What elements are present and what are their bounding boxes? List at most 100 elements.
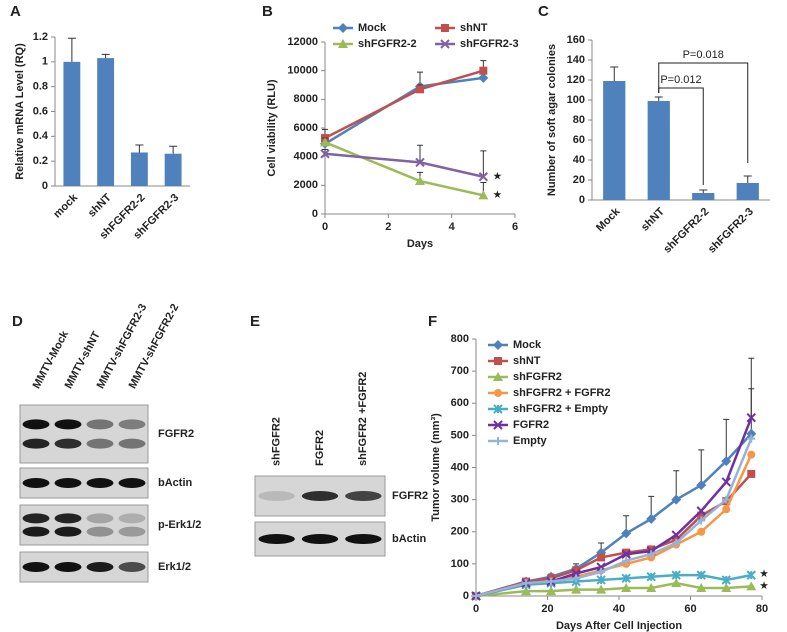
x-tick-label: shNT xyxy=(639,205,667,233)
series-line xyxy=(324,76,484,145)
marker xyxy=(320,149,330,159)
marker xyxy=(493,404,503,414)
band xyxy=(86,562,114,572)
band xyxy=(118,526,146,537)
y-tick-label: 80 xyxy=(573,114,585,126)
marker xyxy=(647,545,656,554)
marker xyxy=(696,570,706,580)
y-tick-label: 500 xyxy=(451,429,469,441)
y-tick-label: 300 xyxy=(451,494,469,506)
y-tick-label: 0.6 xyxy=(33,105,48,117)
y-tick-label: 1 xyxy=(42,56,48,68)
error-bar xyxy=(135,144,144,153)
marker xyxy=(478,190,489,200)
marker xyxy=(320,137,330,147)
x-tick-label: Mock xyxy=(594,205,623,234)
bar xyxy=(63,61,81,187)
marker xyxy=(622,548,631,557)
marker xyxy=(646,513,657,524)
band xyxy=(86,526,114,537)
marker xyxy=(696,480,707,491)
marker xyxy=(746,581,757,591)
legend-label: shNT xyxy=(460,22,488,34)
y-tick-label: 12000 xyxy=(287,36,318,48)
row-label: p-Erk1/2 xyxy=(158,519,201,531)
marker xyxy=(671,530,681,540)
marker xyxy=(494,389,502,397)
panel-letter: D xyxy=(12,313,23,330)
marker xyxy=(621,573,631,584)
y-tick-label: 800 xyxy=(451,333,469,345)
error-bar xyxy=(654,96,663,101)
marker xyxy=(522,579,531,588)
annotation: ★ xyxy=(493,190,502,200)
marker xyxy=(621,582,632,592)
band xyxy=(86,513,114,524)
series-line xyxy=(475,432,753,598)
error-bar xyxy=(743,175,752,183)
marker xyxy=(721,456,732,467)
bar xyxy=(647,101,670,200)
marker xyxy=(696,582,707,592)
marker xyxy=(697,516,706,525)
marker xyxy=(493,340,503,350)
x-tick-label: shFGFR2-3 xyxy=(706,206,756,256)
legend-label: shFGFR2 xyxy=(513,371,562,383)
marker xyxy=(479,66,488,75)
band xyxy=(54,438,82,449)
y-tick-label: 0 xyxy=(42,180,48,192)
x-tick-label: 4 xyxy=(449,221,456,233)
band xyxy=(22,419,50,430)
y-tick-label: 0 xyxy=(463,590,469,602)
y-tick-label: 2000 xyxy=(294,179,318,191)
marker xyxy=(622,556,631,565)
x-tick-label: 0 xyxy=(473,603,479,615)
blot xyxy=(19,404,149,464)
x-axis-label: Days xyxy=(407,238,433,250)
marker xyxy=(415,157,425,168)
lane-label: shFGFR2 +FGFR2 xyxy=(357,372,369,466)
marker xyxy=(697,527,706,536)
band xyxy=(22,478,50,488)
panel-letter: F xyxy=(428,313,437,330)
row-label: FGFR2 xyxy=(158,428,194,440)
y-tick-label: 140 xyxy=(567,54,585,66)
y-axis-label: Cell viability (RLU) xyxy=(266,79,278,177)
marker xyxy=(338,39,348,48)
band xyxy=(22,526,50,537)
marker xyxy=(478,172,489,182)
x-tick-label: shNT xyxy=(86,191,114,219)
band xyxy=(301,534,339,544)
legend-label: Empty xyxy=(513,435,548,447)
marker xyxy=(494,357,502,365)
annotation: P=0.018 xyxy=(683,49,724,61)
y-tick-label: 160 xyxy=(567,34,585,46)
marker xyxy=(493,420,503,430)
marker xyxy=(621,549,631,559)
x-tick-label: shFGFR2-2 xyxy=(661,206,711,256)
error-bar xyxy=(610,66,619,81)
x-tick-label: 2 xyxy=(385,221,391,233)
marker xyxy=(746,570,756,580)
y-tick-label: 100 xyxy=(567,94,585,106)
row-label: FGFR2 xyxy=(392,490,428,502)
marker xyxy=(493,372,503,381)
series-line xyxy=(324,141,484,197)
y-tick-label: 4000 xyxy=(294,151,318,163)
lane-label: shFGFR2 xyxy=(271,417,283,466)
error-bar xyxy=(67,37,76,62)
marker xyxy=(671,570,681,580)
legend-label: shFGFR2 + Empty xyxy=(513,403,609,415)
error-bar xyxy=(101,53,110,59)
error-bar xyxy=(748,388,755,418)
y-tick-label: 100 xyxy=(451,558,469,570)
band xyxy=(345,534,382,544)
marker xyxy=(596,584,607,594)
x-tick-label: 40 xyxy=(613,603,625,615)
y-tick-label: 600 xyxy=(451,397,469,409)
error-bar xyxy=(698,449,705,486)
marker xyxy=(621,528,632,539)
x-tick-label: 0 xyxy=(322,221,328,233)
blot xyxy=(19,504,149,546)
